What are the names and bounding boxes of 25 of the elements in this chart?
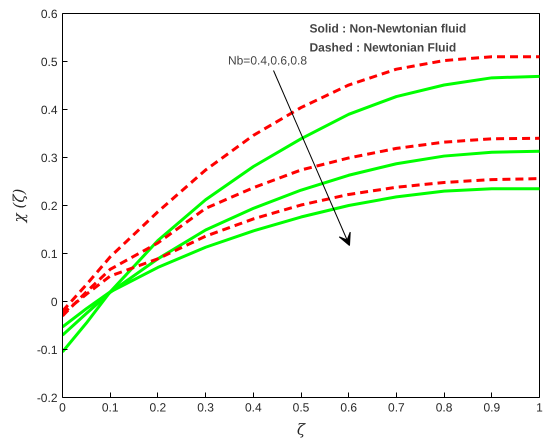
annotation: Solid : Non-Newtonian fluid (310, 22, 466, 36)
x-tick-label: 0.6 (340, 400, 358, 414)
x-tick-label: 0.8 (436, 400, 453, 414)
x-tick-label: 0.9 (483, 400, 500, 414)
y-tick-label: 0.6 (40, 7, 58, 21)
x-tick-label: 1 (536, 400, 543, 414)
x-tick-label: 0.7 (388, 400, 406, 414)
y-tick-label: 0.5 (40, 55, 58, 69)
y-axis-title: χ (ζ) (10, 188, 28, 224)
y-tick-label: 0 (50, 295, 58, 309)
y-tick-label: 0.1 (40, 247, 58, 261)
x-axis-title: ζ (296, 420, 306, 438)
x-tick-label: 0.3 (197, 400, 214, 414)
y-tick-label: 0.4 (40, 103, 58, 117)
annotation: Nb=0.4,0.6,0.8 (228, 54, 308, 68)
x-tick-label: 0.4 (244, 400, 262, 414)
annotation: Dashed : Newtonian Fluid (310, 40, 456, 54)
x-tick-label: 0.5 (292, 400, 310, 414)
x-tick-label: 0 (59, 400, 66, 414)
y-tick-label: -0.2 (36, 391, 58, 405)
y-tick-label: 0.2 (40, 199, 58, 213)
x-tick-label: 0.2 (150, 400, 167, 414)
x-tick-label: 0.1 (102, 400, 119, 414)
y-tick-label: -0.1 (36, 343, 58, 357)
y-tick-label: 0.3 (40, 151, 58, 165)
